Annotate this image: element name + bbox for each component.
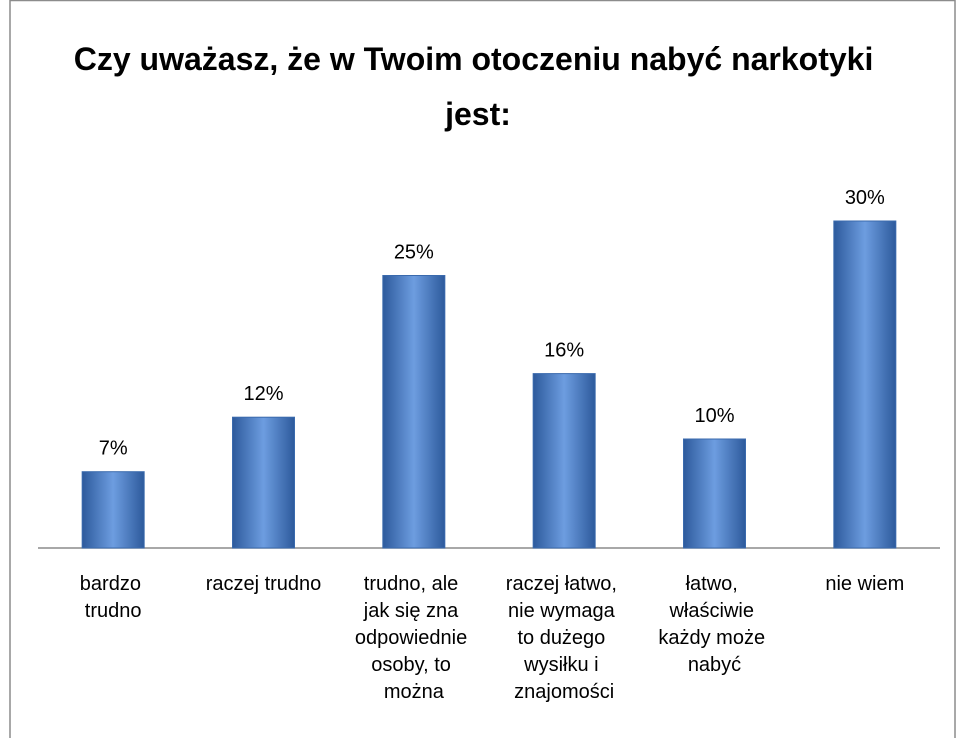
bar <box>382 275 446 549</box>
bar <box>81 471 145 549</box>
x-tick-label: trudno, ale jak się zna odpowiednie osob… <box>355 573 473 703</box>
value-label: 25% <box>394 242 434 264</box>
x-tick-label: nie wiem <box>825 573 904 595</box>
x-tick-label: raczej łatwo, nie wymaga to dużego wysił… <box>506 573 623 703</box>
value-label: 12% <box>243 383 283 405</box>
chart-border <box>9 0 956 738</box>
bar <box>683 438 746 549</box>
x-tick-label: łatwo, właściwie każdy może nabyć <box>658 573 770 676</box>
bar <box>232 416 295 549</box>
bar <box>833 220 897 549</box>
chart-title: Czy uważasz, że w Twoim otoczeniu nabyć … <box>74 41 882 132</box>
value-label: 10% <box>694 405 734 427</box>
value-label: 7% <box>99 438 128 460</box>
bar <box>532 373 596 549</box>
value-label: 30% <box>845 187 885 209</box>
x-tick-label: bardzo trudno <box>80 573 147 622</box>
x-tick-label: raczej trudno <box>206 573 322 595</box>
value-label: 16% <box>544 340 584 362</box>
